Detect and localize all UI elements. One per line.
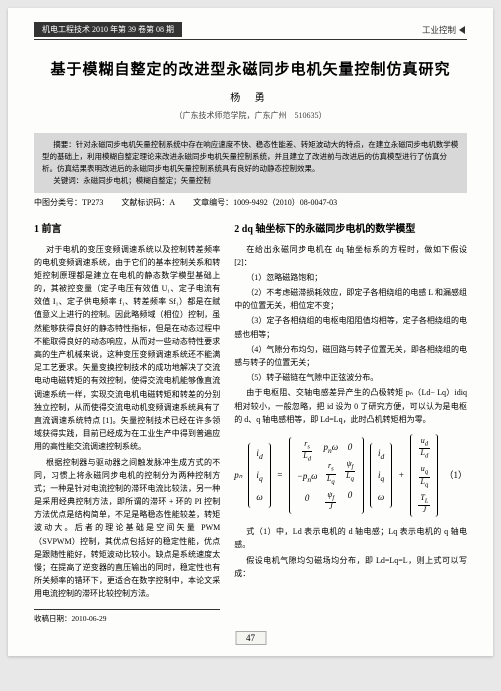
article-id: 文章编号：1009-9492（2010）08-0047-03	[193, 197, 337, 208]
right-p3: （3）定子各相绕组的电枢电阻阻值均相等，定子各相绕组的电感也相等；	[234, 314, 467, 340]
eq-vector-left: idiqω	[248, 443, 270, 508]
right-p0: 在给出永磁同步电机在 dq 轴坐标系的方程时，做如下假设 [2]：	[234, 243, 467, 269]
doc-code: 文献标识码：A	[121, 197, 175, 208]
right-p1: （1）忽略磁路饱和；	[234, 271, 467, 284]
right-p6: 由于电枢阻、交轴电感差异产生的凸极转矩 pₙ（Ld− Lq）idiq 相对较小，…	[234, 386, 467, 426]
keywords: 关键词：永磁同步电机；模糊自整定；矢量控制	[42, 175, 459, 187]
clc-number: 中图分类号：TP273	[34, 197, 103, 208]
body-columns: 1 前言 对于电机的变压变频调速系统以及控制转差频率的电机变频调速系统，由于它们…	[34, 216, 467, 625]
right-p5: （5）转子磁链在气隙中正弦波分布。	[234, 371, 467, 384]
received-date: 收稿日期：2010-06-29	[34, 609, 220, 625]
eq-lhs: pₙ	[234, 468, 242, 483]
affiliation: （广东技术师范学院，广东广州 510635）	[34, 110, 467, 121]
author: 杨 勇	[34, 89, 467, 104]
right-column: 2 dq 轴坐标下的永磁同步电机的数学模型 在给出永磁同步电机在 dq 轴坐标系…	[234, 216, 467, 625]
page-number: 47	[235, 631, 266, 645]
abstract-box: 摘要：针对永磁同步电机矢量控制系统中存在响应速度不快、稳态性能差、转矩波动大的特…	[34, 133, 467, 193]
equation-1: pₙ idiqω = rsLd −pnω 0 pnω rsLq	[234, 434, 467, 517]
section-2-title: 2 dq 轴坐标下的永磁同步电机的数学模型	[234, 222, 467, 239]
eq-matrix-a: rsLd −pnω 0 pnω rsLq ψfJ 0 ψfLq 0	[289, 437, 364, 514]
left-p2: 根据控制器与驱动器之间触发脉冲生成方式的不同，习惯上将永磁同步电机的控制分为两种…	[34, 456, 220, 601]
right-p8: 假设电机气隙均匀磁场均分布，即 Ld=Lq=L，则上式可以写成：	[234, 554, 467, 580]
left-p1: 对于电机的变压变频调速系统以及控制转差频率的电机变频调速系统，由于它们的基本控制…	[34, 243, 220, 454]
meta-line: 中图分类号：TP273 文献标识码：A 文章编号：1009-9492（2010）…	[34, 197, 467, 208]
triangle-icon	[459, 26, 465, 34]
eq-vector-right: udLd uqLq TLJ	[410, 434, 438, 517]
right-p7: 式（1）中，Ld 表示电机的 d 轴电感；Lq 表示电机的 q 轴电感。	[234, 525, 467, 551]
section-1-title: 1 前言	[34, 222, 220, 239]
abstract-text: 摘要：针对永磁同步电机矢量控制系统中存在响应速度不快、稳态性能差、转矩波动大的特…	[42, 139, 459, 175]
header-bar: 机电工程技术 2010 年第 39 卷第 08 期 工业控制	[34, 22, 467, 40]
category-label: 工业控制	[422, 24, 467, 36]
left-column: 1 前言 对于电机的变压变频调速系统以及控制转差频率的电机变频调速系统，由于它们…	[34, 216, 220, 625]
eq-number: （1）	[444, 468, 467, 483]
category-text: 工业控制	[422, 24, 456, 36]
journal-issue: 机电工程技术 2010 年第 39 卷第 08 期	[34, 22, 182, 37]
page: 机电工程技术 2010 年第 39 卷第 08 期 工业控制 基于模糊自整定的改…	[8, 8, 493, 656]
eq-vector-mid: idiqω	[370, 443, 392, 508]
paper-title: 基于模糊自整定的改进型永磁同步电机矢量控制仿真研究	[34, 58, 467, 79]
right-p4: （4）气隙分布均匀，磁回路与转子位置无关，即各相绕组的电感与转子的位置无关；	[234, 343, 467, 369]
right-p2: （2）不考虑磁滞损耗效应，即定子各相绕组的电感 L 和漏感组中的位置无关，相位定…	[234, 286, 467, 312]
